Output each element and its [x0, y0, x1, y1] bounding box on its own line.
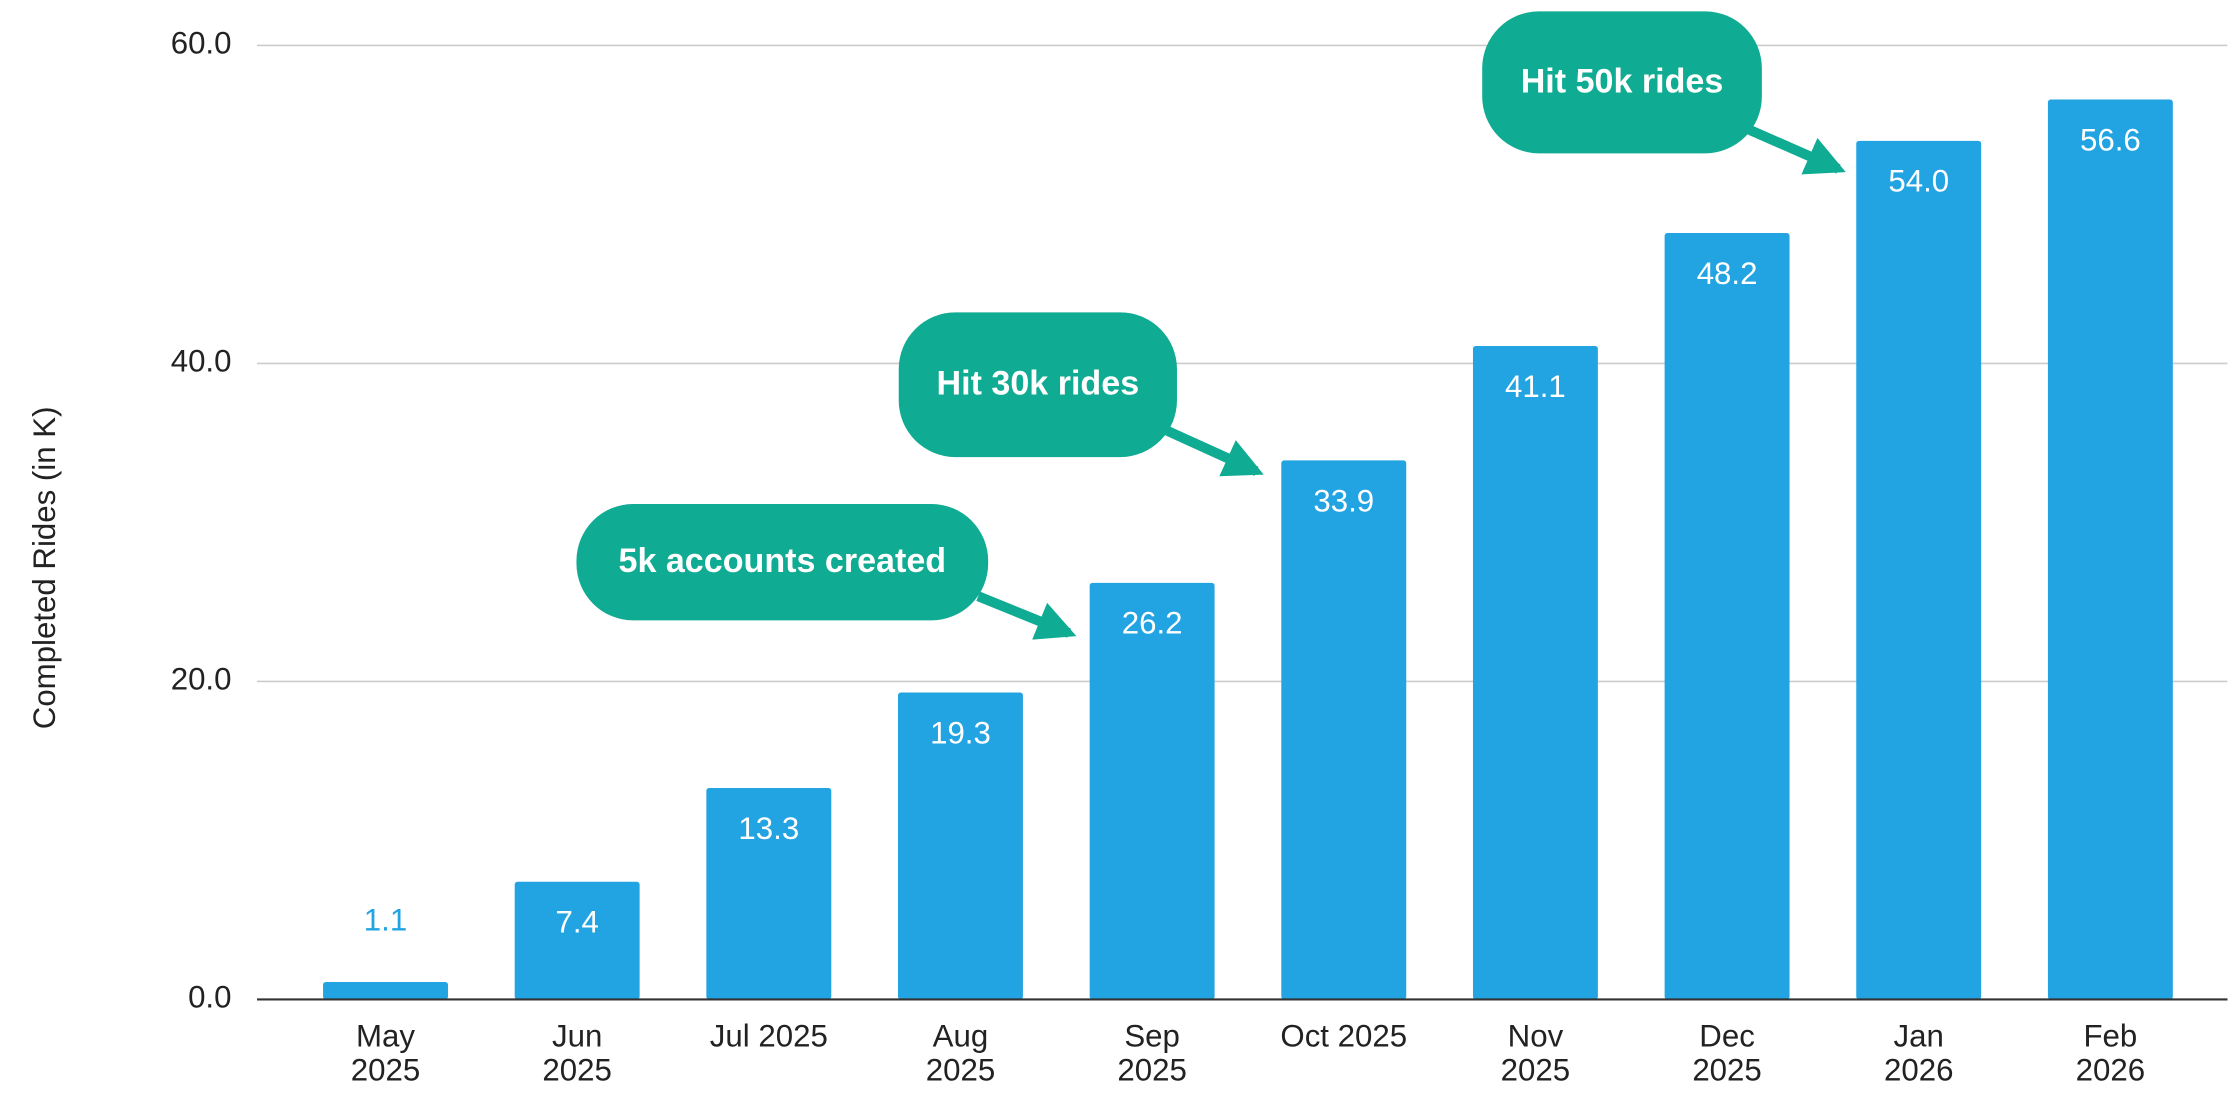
bar [1856, 140, 1982, 1000]
bar [2047, 99, 2173, 1000]
x-tick-label: Jun 2025 [542, 1019, 612, 1088]
bar [323, 981, 448, 1000]
annotation-box [576, 503, 989, 621]
bar [706, 787, 832, 1000]
y-tick-label: 20.0 [171, 662, 232, 697]
x-tick-text: Jan 2026 [1883, 1019, 1954, 1088]
value-label: 54.0 [1888, 164, 1949, 199]
value-label: 56.6 [2080, 122, 2141, 157]
annotation-arrow [1160, 424, 1264, 477]
bar [514, 881, 640, 1000]
value-label: 13.3 [738, 811, 799, 846]
annotation: Hit 50k rides [1520, 62, 1724, 101]
x-tick-label: Oct 2025 [1280, 1019, 1408, 1054]
x-tick-text: Jun 2025 [542, 1019, 612, 1088]
annotation-text: Hit 30k rides [936, 364, 1140, 404]
x-tick-text: Jul 2025 [709, 1019, 828, 1054]
x-tick-text: May 2025 [350, 1019, 421, 1088]
x-tick-text: Sep 2025 [1117, 1019, 1187, 1088]
value-label: 33.9 [1313, 483, 1374, 518]
bar [1472, 345, 1598, 1000]
x-tick-label: Aug 2025 [925, 1019, 996, 1088]
x-tick-text: Feb 2026 [2075, 1019, 2146, 1088]
x-tick-label: Sep 2025 [1117, 1019, 1187, 1088]
value-label: 1.1 [364, 903, 407, 938]
x-tick-text: Oct 2025 [1280, 1019, 1408, 1054]
x-tick-text: Dec 2025 [1692, 1019, 1762, 1088]
annotation-box [1482, 11, 1762, 154]
y-tick-label: 0.0 [188, 980, 231, 1015]
bar [1281, 460, 1407, 1000]
value-label: 19.3 [930, 715, 991, 750]
bar [1664, 233, 1790, 1000]
annotation: Hit 30k rides [936, 364, 1140, 404]
x-tick-label: Dec 2025 [1692, 1019, 1762, 1088]
bar [1089, 582, 1215, 1000]
annotation-arrow [1742, 123, 1846, 175]
value-label: 48.2 [1697, 256, 1758, 291]
y-tick-label: 60.0 [171, 26, 232, 61]
annotation-text: 5k accounts created [618, 542, 947, 581]
x-tick-label: May 2025 [350, 1019, 421, 1088]
x-tick-label: Nov 2025 [1500, 1019, 1571, 1088]
x-tick-label: Feb 2026 [2075, 1019, 2146, 1088]
x-tick-label: Jan 2026 [1883, 1019, 1954, 1088]
annotation: 5k accounts created [618, 542, 947, 581]
x-tick-text: Nov 2025 [1500, 1019, 1571, 1088]
value-label: 41.1 [1505, 369, 1566, 404]
value-label: 26.2 [1122, 606, 1183, 641]
y-tick-label: 40.0 [171, 344, 232, 379]
value-label: 7.4 [555, 905, 598, 940]
x-tick-label: Jul 2025 [709, 1019, 828, 1054]
annotation-box [898, 312, 1177, 458]
y-axis-label: Completed Rides (in K) [27, 406, 62, 729]
annotation-arrow [976, 591, 1077, 640]
annotation-text: Hit 50k rides [1520, 62, 1724, 101]
bar [898, 692, 1023, 1000]
x-tick-text: Aug 2025 [925, 1019, 996, 1088]
